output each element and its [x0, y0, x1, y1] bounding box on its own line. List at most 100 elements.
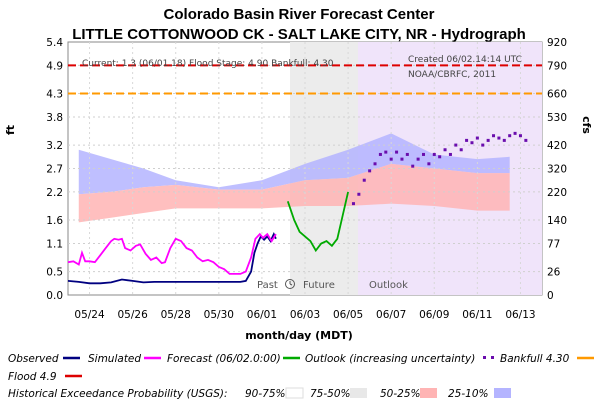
legend-outlook-label: Outlook (increasing uncertainty)	[305, 353, 475, 365]
legend-9075-swatch	[285, 387, 304, 399]
legend-bankfull-swatch	[483, 356, 494, 359]
legend-7550-label: 75-50%	[310, 388, 351, 400]
y-tick-right: 530	[547, 112, 567, 124]
y-tick-left: 5.4	[46, 37, 63, 49]
bankfull-point	[373, 162, 377, 166]
y-tick-right: 320	[547, 164, 567, 176]
bankfull-point	[438, 155, 442, 159]
legend-observed-label: Observed	[8, 353, 59, 365]
bankfull-point	[405, 152, 409, 156]
exceedance-band-1	[78, 163, 510, 223]
bankfull-point	[416, 157, 420, 161]
bankfull-point	[475, 136, 479, 140]
legend-simulated-label: Simulated	[88, 353, 141, 365]
legend-2510-label: 25-10%	[448, 388, 489, 400]
bankfull-point	[395, 150, 399, 154]
bankfull-point	[448, 152, 452, 156]
legend-hep-label: Historical Exceedance Probability (USGS)…	[8, 388, 228, 400]
x-tick-label: 06/11	[462, 309, 492, 321]
legend: Observed Simulated Forecast (06/02.0:00)…	[8, 353, 594, 400]
bankfull-point	[513, 131, 517, 135]
zone-label-outlook: Outlook	[369, 280, 408, 291]
bankfull-point	[427, 162, 431, 166]
x-tick-label: 06/13	[505, 309, 535, 321]
x-tick-label: 06/01	[247, 309, 277, 321]
chart-subtitle: LITTLE COTTONWOOD CK - SALT LAKE CITY, N…	[72, 26, 526, 43]
chart-title: Colorado Basin River Forecast Center	[164, 6, 435, 23]
y-axis-label-right: cfs	[580, 116, 593, 134]
bankfull-point	[400, 157, 404, 161]
y-tick-left: 2.7	[46, 164, 63, 176]
y-tick-right: 420	[547, 140, 567, 152]
bankfull-point	[432, 152, 436, 156]
zone-label-future: Future	[303, 280, 335, 291]
zone-label-past: Past	[257, 280, 278, 291]
legend-flood-label: Flood 4.9	[8, 371, 57, 383]
x-tick-label: 05/28	[161, 309, 191, 321]
credit-text: NOAA/CBRFC, 2011	[408, 70, 496, 80]
current-status-text: Current: 1.3 (06/01.18) Flood Stage: 4.9…	[82, 59, 334, 69]
bankfull-point	[351, 202, 355, 206]
y-tick-right: 220	[547, 187, 567, 199]
bankfull-point	[508, 134, 512, 138]
bankfull-point	[470, 141, 474, 145]
y-tick-right: 0	[547, 290, 554, 302]
bankfull-point	[518, 134, 522, 138]
y-tick-left: 3.2	[46, 140, 63, 152]
legend-9075-label: 90-75%	[245, 388, 286, 400]
series-line-2	[67, 232, 277, 275]
bankfull-point	[443, 148, 447, 152]
y-tick-right: 77	[547, 238, 560, 250]
x-tick-label: 06/03	[290, 309, 320, 321]
bankfull-point	[497, 136, 501, 140]
legend-bankfull-label: Bankfull 4.30	[500, 353, 570, 365]
bankfull-point	[492, 134, 496, 138]
bankfull-point	[411, 164, 415, 168]
x-tick-label: 06/07	[376, 309, 406, 321]
y-tick-right: 140	[547, 215, 567, 227]
y-tick-left: 1.6	[46, 215, 63, 227]
bankfull-point	[362, 178, 366, 182]
legend-7550-swatch	[350, 388, 367, 398]
legend-5025-label: 50-25%	[380, 388, 421, 400]
y-tick-left: 1.1	[46, 238, 63, 250]
bankfull-point	[524, 138, 528, 142]
series-line-3	[286, 191, 349, 253]
bankfull-point	[378, 152, 382, 156]
y-tick-right: 26	[547, 267, 561, 279]
legend-5025-swatch	[420, 388, 437, 398]
legend-forecast-label: Forecast (06/02.0:00)	[167, 353, 281, 365]
bankfull-point	[368, 169, 372, 173]
x-tick-label: 05/24	[74, 309, 105, 321]
bankfull-point	[357, 192, 361, 196]
bankfull-point	[454, 143, 458, 147]
bankfull-point	[422, 152, 425, 156]
x-tick-label: 05/26	[118, 309, 149, 321]
y-tick-right: 660	[547, 89, 567, 101]
x-tick-label: 05/30	[204, 309, 234, 321]
exceedance-band-0	[78, 133, 510, 195]
y-tick-left: 0.0	[46, 290, 63, 302]
y-tick-left: 0.5	[46, 267, 63, 279]
created-timestamp: Created 06/02.14:14 UTC	[408, 55, 522, 65]
x-axis-label: month/day (MDT)	[245, 329, 353, 342]
x-tick-label: 06/09	[419, 309, 449, 321]
bankfull-point	[459, 148, 463, 152]
bankfull-point	[389, 157, 393, 161]
y-tick-left: 4.3	[46, 89, 63, 101]
y-tick-left: 2.2	[46, 187, 63, 199]
y-tick-right: 790	[547, 60, 567, 72]
x-tick-label: 06/05	[333, 309, 363, 321]
y-tick-right: 920	[547, 37, 567, 49]
clock-icon	[285, 279, 295, 289]
bankfull-point	[486, 138, 490, 142]
bankfull-point	[465, 138, 469, 142]
y-axis-label-left: ft	[4, 125, 17, 135]
y-tick-left: 4.9	[46, 60, 63, 72]
bankfull-point	[384, 150, 388, 154]
bankfull-point	[481, 143, 485, 147]
legend-2510-swatch	[494, 388, 511, 398]
y-tick-left: 3.8	[46, 112, 63, 124]
bankfull-point	[502, 138, 506, 142]
